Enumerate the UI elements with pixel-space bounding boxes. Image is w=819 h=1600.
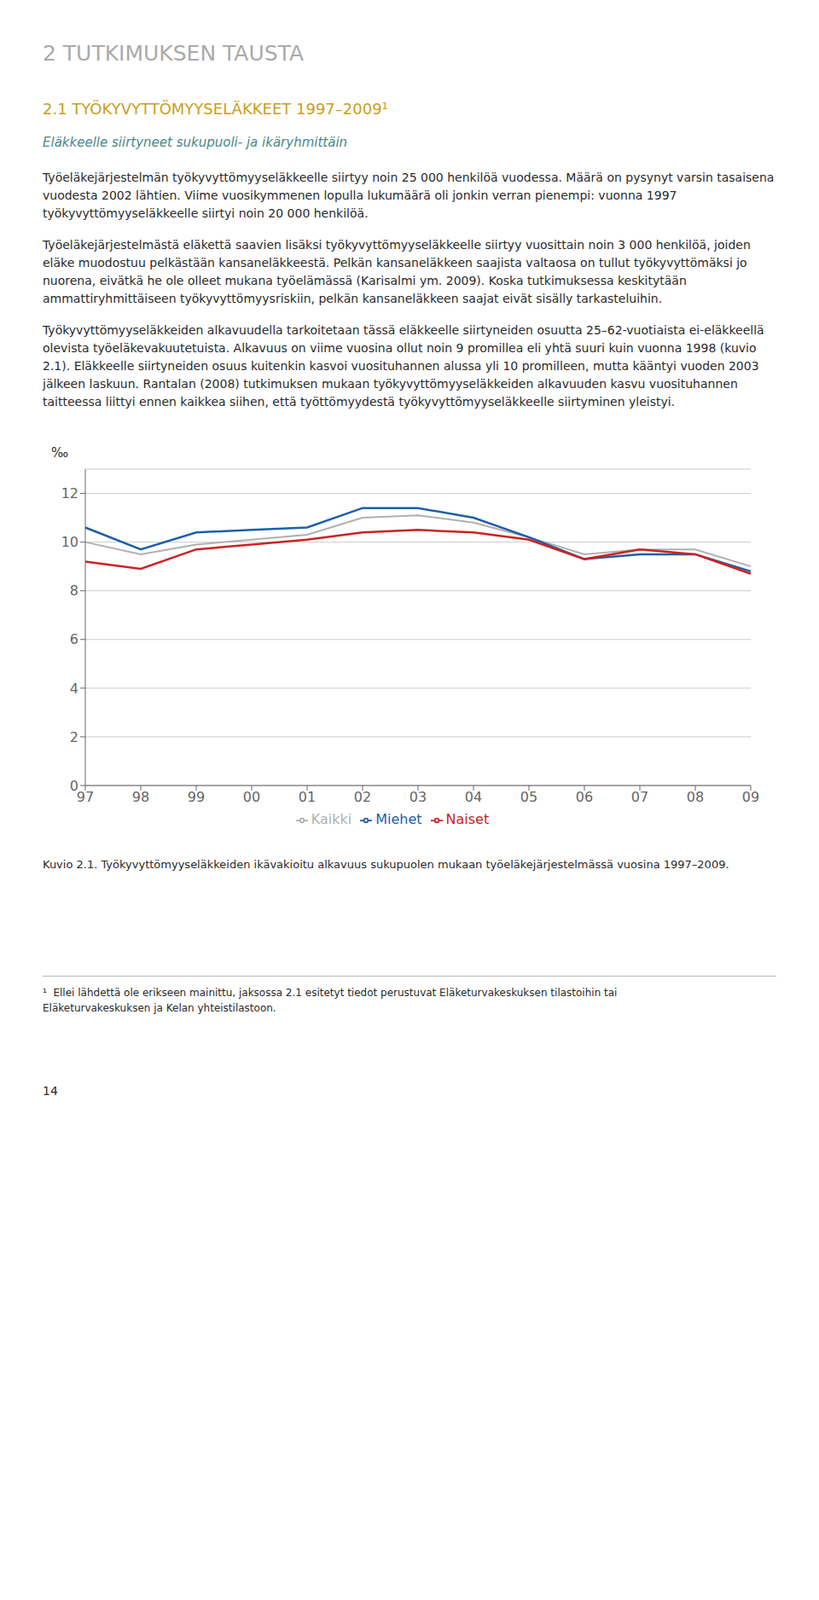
svg-text:06: 06 — [575, 789, 593, 806]
svg-text:97: 97 — [76, 789, 94, 806]
html-text:Eläkkeelle siirtyneet sukupuol: Eläkkeelle siirtyneet sukupuoli- ja ikär… — [42, 134, 348, 151]
svg-text:00: 00 — [243, 789, 261, 806]
svg-text:01: 01 — [298, 789, 316, 806]
svg-text:4: 4 — [69, 680, 79, 698]
svg-text:04: 04 — [464, 789, 483, 806]
html-text:Työeläkejärjestelmän työkyvytt: Työeläkejärjestelmän työkyvyttömyyseläkk… — [42, 170, 775, 221]
svg-text:07: 07 — [631, 789, 649, 806]
html-text:Naiset: Naiset — [445, 811, 490, 828]
svg-text:8: 8 — [69, 582, 79, 599]
svg-text:6: 6 — [69, 631, 79, 648]
svg-text:03: 03 — [409, 789, 427, 806]
svg-text:0: 0 — [69, 778, 79, 795]
html-text:Miehet: Miehet — [375, 811, 422, 828]
html-text:¹ Ellei lähdettä ole erikseen: ¹ Ellei lähdettä ole erikseen mainittu, … — [42, 986, 618, 1014]
svg-text:12: 12 — [61, 485, 79, 502]
html-text:2.1 TYÖKYVYTTÖMYYSELÄKKEET 199: 2.1 TYÖKYVYTTÖMYYSELÄKKEET 1997–2009¹ — [42, 99, 389, 118]
html-text:2 TUTKIMUKSEN TAUSTA: 2 TUTKIMUKSEN TAUSTA — [42, 40, 304, 66]
html-text:Työeläkejärjestelmästä eläkett: Työeläkejärjestelmästä eläkettä saavien … — [42, 238, 751, 306]
svg-text:02: 02 — [354, 789, 372, 806]
html-text:Kuvio 2.1. Työkyvyttömyyseläkk: Kuvio 2.1. Työkyvyttömyyseläkkeiden ikäv… — [42, 858, 730, 872]
svg-text:2: 2 — [69, 729, 79, 746]
svg-text:08: 08 — [686, 789, 704, 806]
svg-text:99: 99 — [187, 789, 205, 806]
svg-text:10: 10 — [61, 534, 79, 551]
html-text:Työkyvyttömyyseläkkeiden alkav: Työkyvyttömyyseläkkeiden alkavuudella ta… — [42, 323, 765, 409]
svg-text:98: 98 — [132, 789, 150, 806]
html-text:Kaikki: Kaikki — [311, 811, 352, 828]
svg-text:09: 09 — [742, 789, 760, 806]
html-text:14: 14 — [42, 1083, 58, 1098]
svg-text:05: 05 — [520, 789, 538, 806]
